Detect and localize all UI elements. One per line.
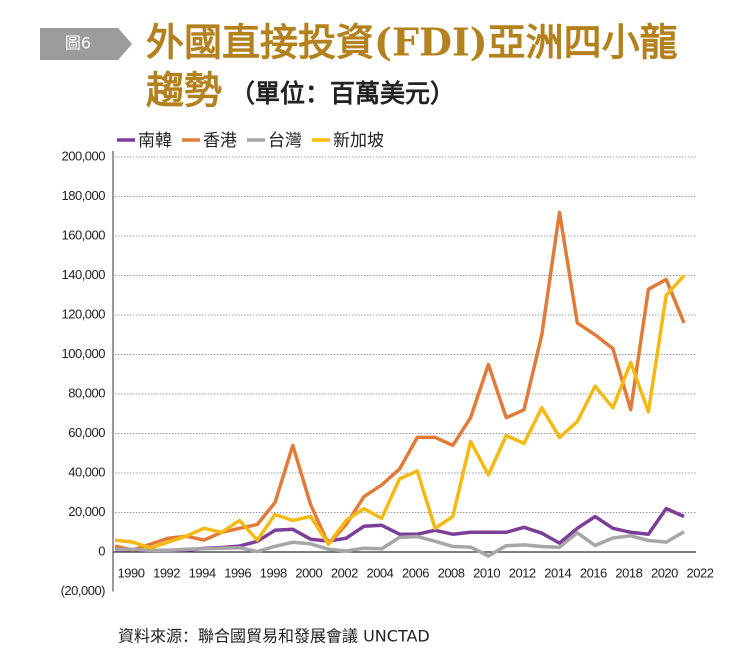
y-tick-label: 200,000 <box>62 148 106 163</box>
x-tick-label: 2000 <box>295 565 322 580</box>
legend-label: 南韓 <box>138 131 172 151</box>
figure-badge <box>40 28 132 60</box>
legend-label: 香港 <box>203 131 237 151</box>
chart-title: 外國直接投資(FDI)亞洲四小龍 <box>146 20 678 65</box>
y-tick-label: 60,000 <box>68 425 105 440</box>
x-tick-label: 1996 <box>224 565 251 580</box>
x-tick-label: 1990 <box>118 565 145 580</box>
chart-title-line2: 趨勢 <box>146 68 222 113</box>
y-tick-label: 140,000 <box>62 267 106 282</box>
x-tick-label: 1992 <box>153 565 180 580</box>
y-tick-label: 20,000 <box>68 504 105 519</box>
x-tick-label: 2016 <box>580 565 607 580</box>
x-tick-label: 2018 <box>615 565 642 580</box>
series-line <box>114 274 686 550</box>
y-tick-label: 40,000 <box>68 464 105 479</box>
source-note: 資料來源：聯合國貿易和發展會議 UNCTAD <box>118 627 430 646</box>
legend: 南韓 香港 台灣 新加坡 <box>117 131 384 151</box>
y-tick-label: 120,000 <box>62 306 106 321</box>
x-tick-label: 2004 <box>366 565 393 580</box>
x-tick-label: 2008 <box>438 565 465 580</box>
y-tick-label: (20,000) <box>61 583 106 598</box>
x-tick-label: 1998 <box>260 565 287 580</box>
x-tick-label: 2006 <box>402 565 429 580</box>
x-tick-label: 2002 <box>331 565 358 580</box>
y-tick-label: 160,000 <box>62 227 106 242</box>
y-tick-label: 80,000 <box>68 385 105 400</box>
x-tick-label: 2020 <box>651 565 678 580</box>
x-tick-label: 2022 <box>687 565 714 580</box>
y-tick-label: 0 <box>98 543 105 558</box>
figure-label: 圖6 <box>65 34 91 53</box>
legend-label: 台灣 <box>268 131 302 151</box>
series-line <box>115 530 685 558</box>
x-tick-label: 1994 <box>189 565 216 580</box>
chart-subtitle: （單位：百萬美元） <box>230 79 455 108</box>
y-tick-label: 180,000 <box>62 188 106 203</box>
y-tick-label: 100,000 <box>62 346 106 361</box>
x-tick-label: 2012 <box>509 565 536 580</box>
legend-label: 新加坡 <box>333 131 384 151</box>
series-line <box>114 210 686 552</box>
x-tick-label: 2014 <box>544 565 571 580</box>
x-tick-label: 2010 <box>473 565 500 580</box>
